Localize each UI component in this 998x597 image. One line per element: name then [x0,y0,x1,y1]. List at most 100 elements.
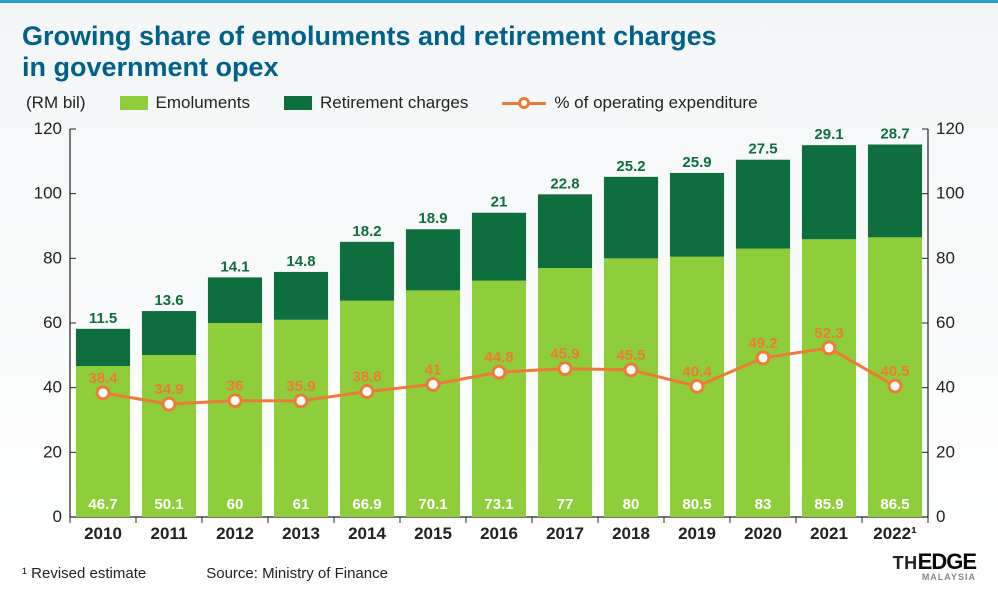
bar-retirement [274,272,328,320]
bar-retirement [802,145,856,239]
legend-emoluments: Emoluments [120,93,250,113]
label-retirement: 29.1 [814,126,843,143]
emoluments-swatch [120,96,148,110]
chart-title: Growing share of emoluments and retireme… [22,21,976,83]
y-right-tick: 40 [936,378,955,397]
label-pct: 35.9 [286,378,315,395]
bar-emoluments [736,249,790,517]
x-category: 2010 [84,524,122,543]
label-retirement: 18.9 [418,210,447,227]
label-emoluments: 80 [623,496,640,513]
label-emoluments: 85.9 [814,496,843,513]
pct-marker [559,363,571,375]
bar-retirement [670,173,724,257]
x-category: 2020 [744,524,782,543]
chart-svg: 02040608010012002040608010012011.546.720… [22,117,976,547]
retirement-swatch [284,96,312,110]
brand-edge: EDGE [918,549,976,574]
label-retirement: 27.5 [748,141,777,158]
label-emoluments: 66.9 [352,496,381,513]
label-retirement: 28.7 [880,126,909,143]
bar-emoluments [406,290,460,517]
label-emoluments: 77 [557,496,574,513]
brand-country: MALAYSIA [893,572,976,582]
label-retirement: 21 [491,194,508,211]
y-right-tick: 80 [936,248,955,267]
label-emoluments: 83 [755,496,772,513]
label-pct: 41 [425,362,442,379]
y-left-tick: 20 [43,442,62,461]
footnote: ¹ Revised estimate [22,565,146,582]
pct-marker [163,398,175,410]
pct-marker [493,366,505,378]
label-retirement: 22.8 [550,175,579,192]
title-line-2: in government opex [22,52,279,82]
line-sample [502,96,546,110]
bar-emoluments [604,258,658,517]
bar-retirement [340,242,394,301]
x-category: 2017 [546,524,584,543]
legend: Emoluments Retirement charges % of opera… [120,93,758,113]
bar-emoluments [340,301,394,517]
label-emoluments: 70.1 [418,496,447,513]
y-axis-unit: (RM bil) [26,93,86,113]
label-emoluments: 80.5 [682,496,711,513]
x-category: 2022¹ [873,524,917,543]
pct-marker [427,379,439,391]
label-pct: 38.4 [88,370,118,387]
x-category: 2014 [348,524,386,543]
y-left-tick: 40 [43,378,62,397]
label-pct: 40.4 [682,363,712,380]
pct-marker [295,395,307,407]
label-emoluments: 46.7 [88,496,117,513]
label-retirement: 25.2 [616,158,645,175]
label-retirement: 25.9 [682,154,711,171]
bar-retirement [604,177,658,258]
x-category: 2021 [810,524,848,543]
pct-marker [97,387,109,399]
y-left-tick: 80 [43,248,62,267]
x-category: 2019 [678,524,716,543]
label-retirement: 18.2 [352,223,381,240]
pct-marker [625,364,637,376]
pct-marker [757,352,769,364]
legend-pct: % of operating expenditure [502,93,757,113]
y-right-tick: 120 [936,119,964,138]
pct-marker [361,386,373,398]
pct-marker [823,342,835,354]
legend-retirement: Retirement charges [284,93,468,113]
y-left-tick: 120 [34,119,62,138]
label-pct: 49.2 [748,335,777,352]
x-category: 2012 [216,524,254,543]
pct-marker [691,380,703,392]
x-category: 2013 [282,524,320,543]
y-left-tick: 60 [43,313,62,332]
label-emoluments: 50.1 [154,496,183,513]
label-pct: 38.8 [352,369,381,386]
bar-retirement [538,194,592,268]
label-pct: 45.5 [616,347,645,364]
label-retirement: 13.6 [154,292,183,309]
publication-brand: THEDGE MALAYSIA [893,549,976,582]
bar-retirement [76,329,130,366]
y-right-tick: 60 [936,313,955,332]
label-retirement: 14.1 [220,259,249,276]
label-pct: 45.9 [550,346,579,363]
bar-retirement [142,311,196,355]
label-pct: 34.9 [154,381,183,398]
title-line-1: Growing share of emoluments and retireme… [22,21,717,51]
y-right-tick: 0 [936,507,945,526]
legend-pct-label: % of operating expenditure [554,93,757,113]
label-retirement: 11.5 [89,310,117,327]
bar-retirement [868,145,922,238]
chart-area: 02040608010012002040608010012011.546.720… [22,117,976,547]
label-pct: 44.8 [484,349,513,366]
header-row: (RM bil) Emoluments Retirement charges %… [26,93,976,113]
footer: ¹ Revised estimate Source: Ministry of F… [22,549,976,582]
label-emoluments: 61 [293,496,310,513]
bar-retirement [472,213,526,281]
pct-marker [229,395,241,407]
bar-retirement [406,229,460,290]
x-category: 2015 [414,524,452,543]
y-left-tick: 100 [34,184,62,203]
